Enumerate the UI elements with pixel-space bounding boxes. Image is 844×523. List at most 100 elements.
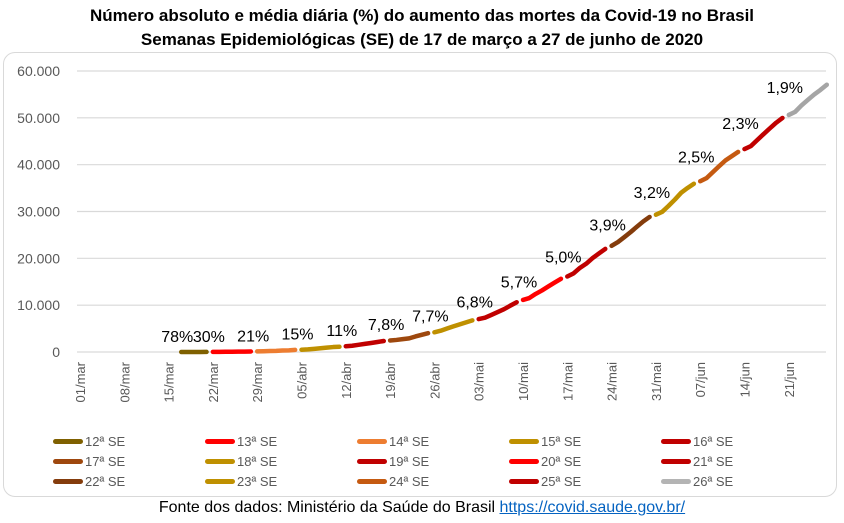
legend-label: 13ª SE xyxy=(237,434,278,449)
series-line-18ª SE xyxy=(432,318,475,335)
series-line-21ª SE xyxy=(565,246,608,279)
legend-swatch xyxy=(357,439,387,444)
x-tick-label: 07/jun xyxy=(693,362,708,397)
x-tick-label: 19/abr xyxy=(383,361,398,399)
series-line-15ª SE xyxy=(299,344,342,352)
legend-swatch xyxy=(509,459,539,464)
legend-label: 12ª SE xyxy=(85,434,126,449)
series-line-19ª SE xyxy=(476,299,519,322)
y-tick-label: 50.000 xyxy=(17,110,60,126)
legend-label: 26ª SE xyxy=(693,474,734,489)
x-tick-label: 14/jun xyxy=(738,362,753,397)
legend-swatch xyxy=(53,459,83,464)
legend-swatch xyxy=(53,439,83,444)
data-label: 11% xyxy=(326,323,357,340)
legend-swatch xyxy=(509,439,539,444)
legend-item: 26ª SE xyxy=(661,474,733,489)
legend-label: 14ª SE xyxy=(389,434,430,449)
data-label: 2,3% xyxy=(722,116,758,133)
legend-item: 16ª SE xyxy=(661,434,733,449)
x-tick-label: 31/mai xyxy=(649,362,664,401)
legend-swatch xyxy=(661,459,691,464)
legend-item: 13ª SE xyxy=(205,434,277,449)
legend-label: 15ª SE xyxy=(541,434,582,449)
y-tick-label: 60.000 xyxy=(17,63,60,79)
y-tick-label: 10.000 xyxy=(17,297,60,313)
legend-swatch xyxy=(661,439,691,444)
legend-label: 21ª SE xyxy=(693,454,734,469)
legend-swatch xyxy=(509,479,539,484)
data-label: 7,8% xyxy=(368,317,404,334)
legend-label: 24ª SE xyxy=(389,474,430,489)
chart-subtitle: Semanas Epidemiológicas (SE) de 17 de ma… xyxy=(140,30,704,49)
data-label: 5,7% xyxy=(501,274,537,291)
data-label: 30% xyxy=(193,329,225,346)
chart-frame xyxy=(3,52,837,497)
legend-item: 18ª SE xyxy=(205,454,277,469)
legend-item: 15ª SE xyxy=(509,434,581,449)
legend-item: 25ª SE xyxy=(509,474,581,489)
x-tick-label: 26/abr xyxy=(427,361,442,399)
legend-swatch xyxy=(205,459,235,464)
legend-swatch xyxy=(661,479,691,484)
series-line-23ª SE xyxy=(653,181,697,217)
data-label: 78% xyxy=(161,329,193,346)
source-text: Fonte dos dados: Ministério da Saúde do … xyxy=(158,499,500,516)
legend-swatch xyxy=(205,439,235,444)
legend-swatch xyxy=(357,479,387,484)
y-tick-label: 30.000 xyxy=(17,204,60,220)
legend-item: 21ª SE xyxy=(661,454,733,469)
y-tick-label: 40.000 xyxy=(17,157,60,173)
legend-item: 19ª SE xyxy=(357,454,429,469)
series-line-16ª SE xyxy=(343,338,387,349)
data-label: 6,8% xyxy=(456,294,492,311)
x-tick-label: 21/jun xyxy=(782,362,797,397)
x-tick-label: 12/abr xyxy=(339,361,354,399)
legend-swatch xyxy=(53,479,83,484)
legend-item: 22ª SE xyxy=(53,474,125,489)
x-tick-label: 05/abr xyxy=(295,361,310,399)
data-label: 5,0% xyxy=(545,250,581,267)
series-line-20ª SE xyxy=(520,276,564,303)
series-line-22ª SE xyxy=(609,214,652,249)
x-tick-label: 01/mar xyxy=(73,361,88,402)
legend-item: 17ª SE xyxy=(53,454,125,469)
series-line-25ª SE xyxy=(742,115,785,152)
legend-label: 18ª SE xyxy=(237,454,278,469)
data-label: 3,9% xyxy=(589,218,625,235)
legend-label: 20ª SE xyxy=(541,454,582,469)
y-tick-label: 20.000 xyxy=(17,250,60,266)
legend-label: 19ª SE xyxy=(389,454,430,469)
data-label: 2,5% xyxy=(678,150,714,167)
x-tick-label: 15/mar xyxy=(162,361,177,402)
legend-label: 25ª SE xyxy=(541,474,582,489)
chart-title: Número absoluto e média diária (%) do au… xyxy=(89,6,755,25)
x-tick-label: 22/mar xyxy=(206,361,221,402)
legend-swatch xyxy=(357,459,387,464)
legend-label: 16ª SE xyxy=(693,434,734,449)
legend-item: 20ª SE xyxy=(509,454,581,469)
series-line-26ª SE xyxy=(786,82,830,118)
series-line-14ª SE xyxy=(254,347,298,354)
x-tick-label: 08/mar xyxy=(117,361,132,402)
legend-label: 22ª SE xyxy=(85,474,126,489)
x-tick-label: 10/mai xyxy=(516,362,531,401)
legend-item: 12ª SE xyxy=(53,434,125,449)
legend-item: 23ª SE xyxy=(205,474,277,489)
legend-swatch xyxy=(205,479,235,484)
data-label: 15% xyxy=(281,327,313,344)
data-label: 7,7% xyxy=(412,308,448,325)
source-link[interactable]: https://covid.saude.gov.br/ xyxy=(499,499,686,516)
x-tick-label: 24/mai xyxy=(605,362,620,401)
x-tick-label: 03/mai xyxy=(472,362,487,401)
footer: Fonte dos dados: Ministério da Saúde do … xyxy=(0,499,844,517)
series-line-24ª SE xyxy=(697,149,741,184)
y-tick-label: 0 xyxy=(52,344,60,360)
legend-label: 23ª SE xyxy=(237,474,278,489)
data-label: 1,9% xyxy=(767,80,803,97)
data-label: 3,2% xyxy=(634,185,670,202)
x-tick-label: 29/mar xyxy=(250,361,265,402)
legend-label: 17ª SE xyxy=(85,454,126,469)
legend-item: 24ª SE xyxy=(357,474,429,489)
x-tick-label: 17/mai xyxy=(560,362,575,401)
